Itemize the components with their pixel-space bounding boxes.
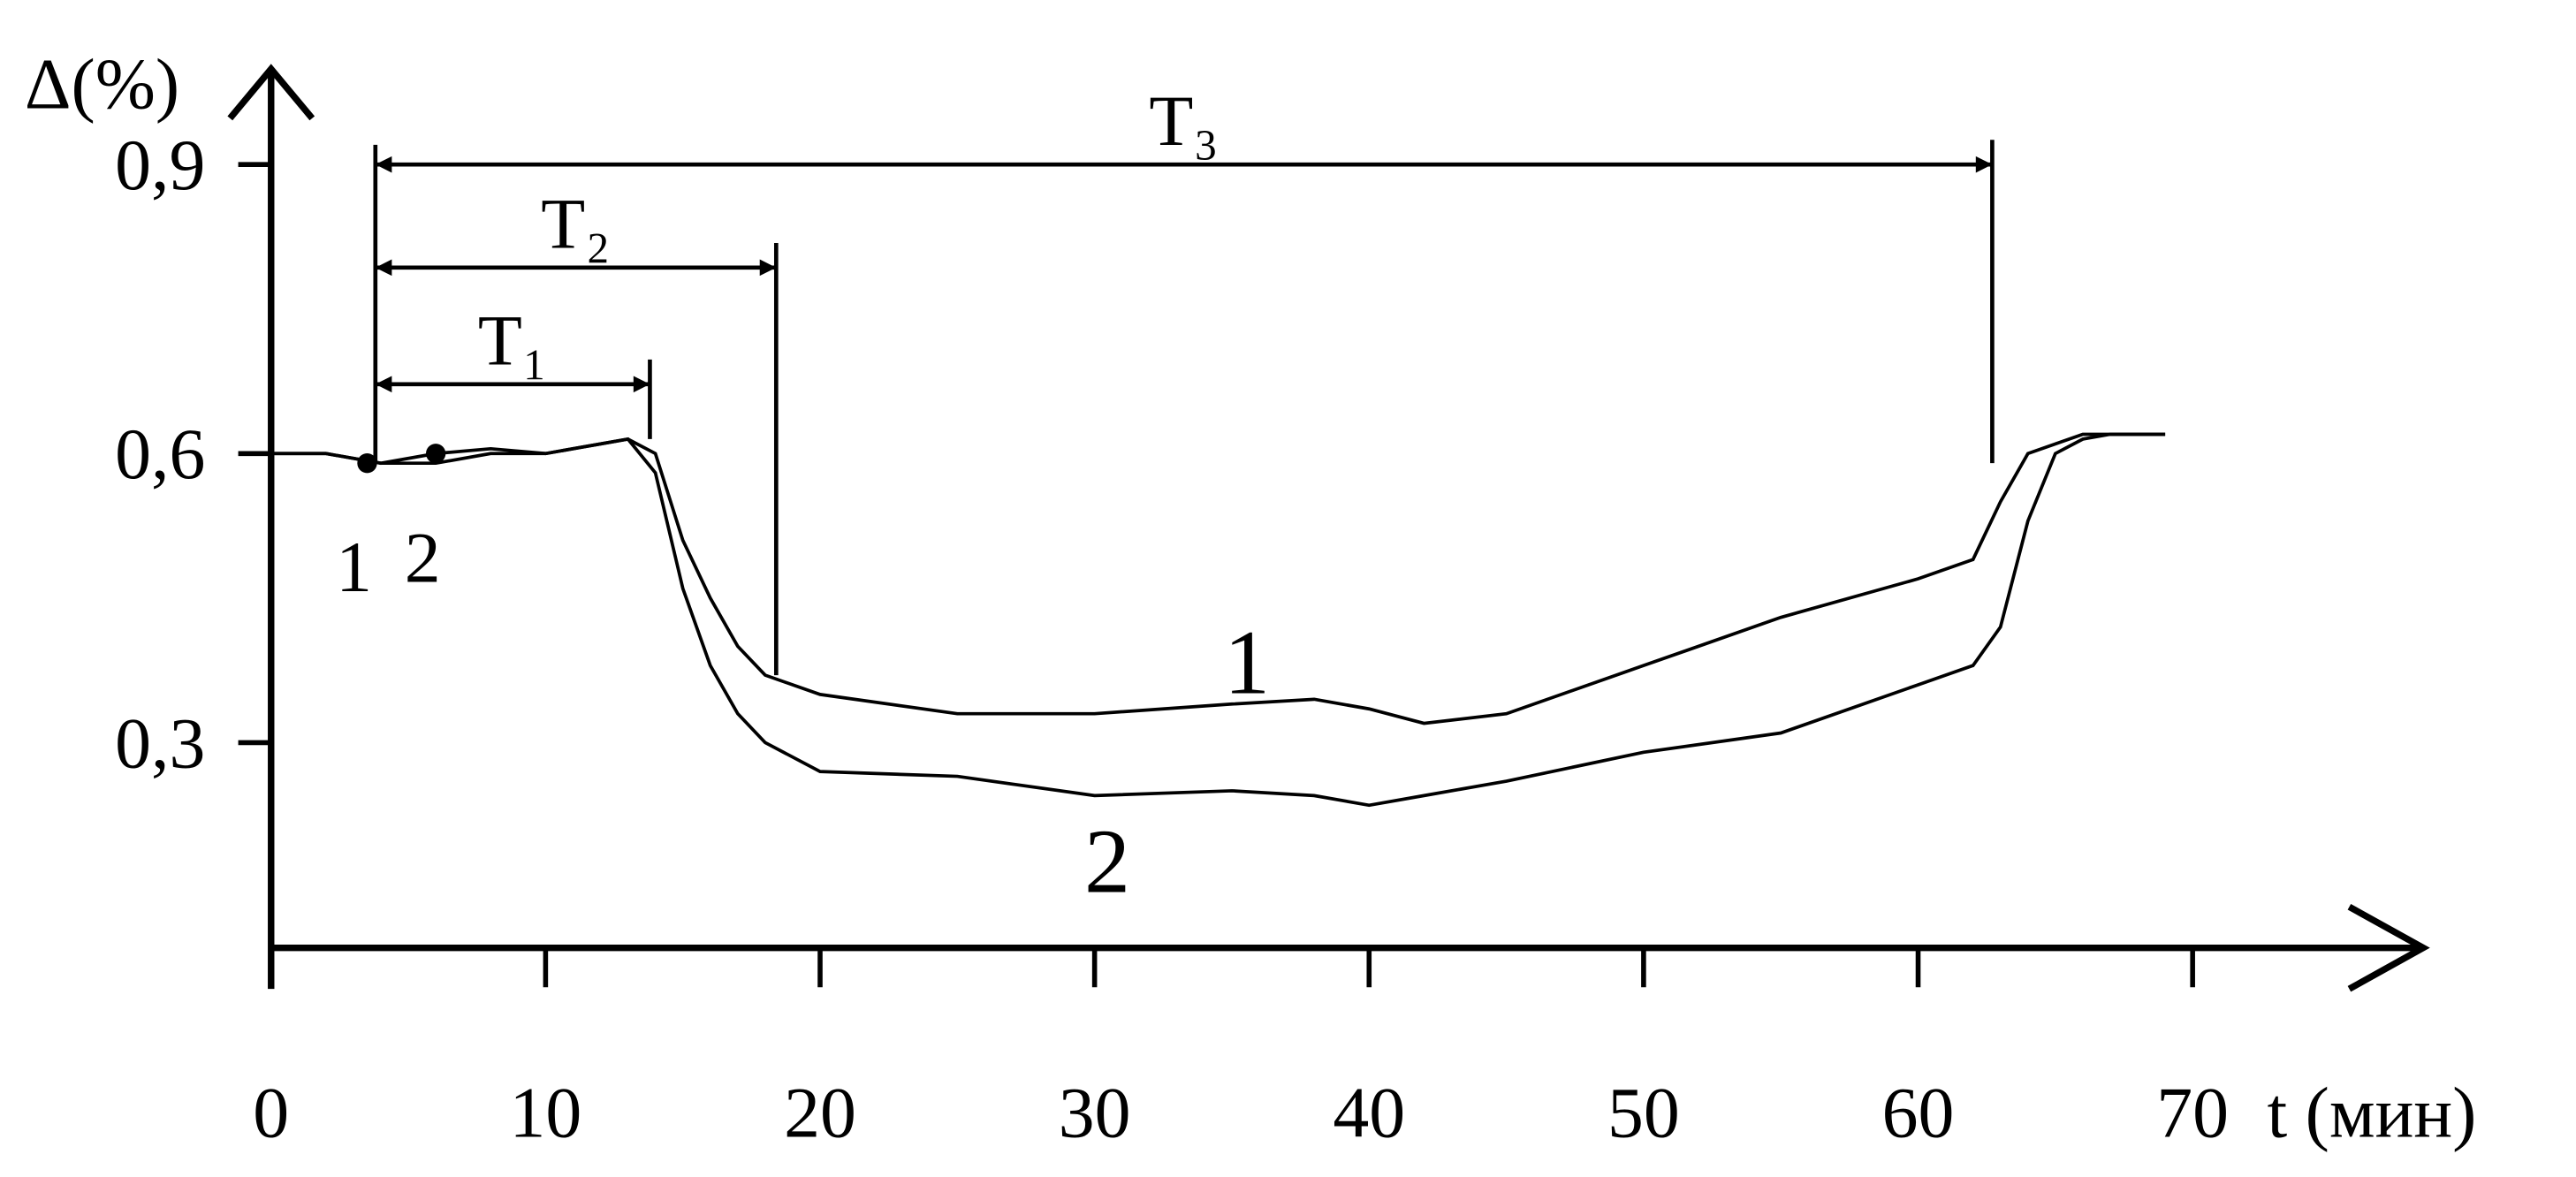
x-tick-label: 60: [1882, 1072, 1955, 1152]
x-tick-label: 0: [253, 1072, 289, 1152]
marker-point: [357, 453, 377, 474]
interval-arrow: [759, 259, 777, 277]
marker-label: 1: [336, 527, 372, 607]
x-tick-label: 30: [1059, 1072, 1131, 1152]
y-tick-label: 0,9: [115, 125, 205, 205]
curve-label: 2: [1084, 809, 1130, 912]
line-series: [270, 432, 2166, 808]
interval-arrow: [1975, 156, 1993, 173]
x-tick-label: 40: [1333, 1072, 1405, 1152]
interval-arrow: [375, 376, 392, 393]
x-axis-label: t (мин): [2267, 1072, 2476, 1152]
interval-label: T₁: [478, 300, 547, 380]
x-tick-label: 10: [509, 1072, 581, 1152]
y-tick-label: 0,3: [115, 702, 205, 783]
x-tick-label: 50: [1607, 1072, 1680, 1152]
y-arrow: [227, 64, 315, 121]
interval-arrow: [375, 156, 392, 173]
line-series: [270, 432, 2166, 725]
y-tick-label: 0,6: [115, 414, 205, 494]
interval-label: T₃: [1149, 80, 1218, 161]
marker-label: 2: [405, 517, 441, 597]
x-arrow: [2347, 903, 2430, 992]
interval-label: T₂: [541, 184, 610, 264]
interval-arrow: [633, 376, 650, 393]
y-axis-label: Δ(%): [25, 44, 179, 125]
x-tick-label: 20: [784, 1072, 856, 1152]
marker-point: [425, 444, 446, 464]
x-tick-label: 70: [2156, 1072, 2229, 1152]
interval-arrow: [375, 259, 392, 277]
curve-label: 1: [1224, 611, 1270, 714]
